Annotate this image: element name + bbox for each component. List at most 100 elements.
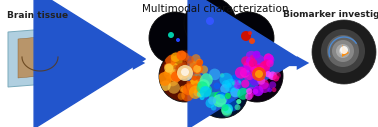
Circle shape xyxy=(160,80,171,91)
Circle shape xyxy=(192,76,197,81)
Circle shape xyxy=(200,84,212,97)
Circle shape xyxy=(221,105,231,115)
Circle shape xyxy=(223,104,233,114)
Circle shape xyxy=(165,55,176,66)
Circle shape xyxy=(250,55,255,60)
Circle shape xyxy=(200,86,211,98)
Circle shape xyxy=(164,63,170,69)
Circle shape xyxy=(263,59,270,66)
Circle shape xyxy=(248,31,252,35)
Circle shape xyxy=(183,90,187,94)
Circle shape xyxy=(232,81,236,85)
Circle shape xyxy=(186,56,194,64)
Circle shape xyxy=(185,71,189,76)
Circle shape xyxy=(336,44,350,58)
Circle shape xyxy=(268,72,277,80)
Circle shape xyxy=(166,63,174,72)
Circle shape xyxy=(181,87,186,92)
Circle shape xyxy=(187,80,201,93)
Circle shape xyxy=(168,82,180,94)
Circle shape xyxy=(181,70,186,76)
Circle shape xyxy=(159,50,211,102)
Circle shape xyxy=(215,92,227,103)
Circle shape xyxy=(246,51,256,61)
Circle shape xyxy=(167,62,179,75)
Circle shape xyxy=(211,105,217,111)
Circle shape xyxy=(244,73,252,80)
Circle shape xyxy=(262,63,269,70)
Circle shape xyxy=(243,60,254,71)
Circle shape xyxy=(206,17,214,25)
Circle shape xyxy=(171,55,183,67)
Circle shape xyxy=(171,71,181,82)
Circle shape xyxy=(258,66,264,72)
Circle shape xyxy=(164,69,170,75)
Circle shape xyxy=(209,92,220,103)
Circle shape xyxy=(192,63,203,74)
Circle shape xyxy=(240,68,250,78)
Circle shape xyxy=(177,65,193,81)
Circle shape xyxy=(230,87,240,97)
Circle shape xyxy=(253,89,259,94)
Text: Brain tissue: Brain tissue xyxy=(8,11,68,20)
Circle shape xyxy=(190,76,203,89)
Circle shape xyxy=(178,67,189,79)
Circle shape xyxy=(164,64,173,73)
Circle shape xyxy=(164,68,175,79)
Circle shape xyxy=(254,63,265,75)
Circle shape xyxy=(169,75,174,80)
Circle shape xyxy=(246,57,254,65)
Circle shape xyxy=(261,61,268,68)
Circle shape xyxy=(273,72,281,79)
Circle shape xyxy=(237,80,242,85)
Circle shape xyxy=(182,61,187,66)
Circle shape xyxy=(174,71,182,79)
Circle shape xyxy=(200,73,213,86)
Circle shape xyxy=(266,60,274,67)
Circle shape xyxy=(186,81,191,85)
Circle shape xyxy=(340,46,348,54)
Circle shape xyxy=(180,52,189,61)
Text: Multimodal characterization: Multimodal characterization xyxy=(142,4,288,14)
Circle shape xyxy=(181,89,194,101)
Text: Biomarker investigation: Biomarker investigation xyxy=(283,10,378,19)
Circle shape xyxy=(186,60,198,72)
Circle shape xyxy=(252,67,266,81)
FancyArrowPatch shape xyxy=(287,56,309,70)
Circle shape xyxy=(194,65,201,73)
Circle shape xyxy=(220,94,225,99)
Circle shape xyxy=(259,61,270,72)
Circle shape xyxy=(189,86,202,99)
Circle shape xyxy=(259,79,269,89)
Circle shape xyxy=(235,104,240,110)
Circle shape xyxy=(208,97,216,105)
Circle shape xyxy=(166,74,179,86)
Circle shape xyxy=(200,95,204,100)
Circle shape xyxy=(249,59,257,67)
Circle shape xyxy=(222,80,230,88)
Circle shape xyxy=(250,76,260,86)
Circle shape xyxy=(247,87,256,96)
Circle shape xyxy=(249,38,255,44)
Circle shape xyxy=(241,80,249,88)
Circle shape xyxy=(171,52,180,62)
Circle shape xyxy=(272,88,276,92)
Circle shape xyxy=(183,83,195,95)
Circle shape xyxy=(149,12,201,64)
Circle shape xyxy=(178,93,185,100)
Circle shape xyxy=(214,92,225,103)
Circle shape xyxy=(339,47,347,55)
Circle shape xyxy=(224,79,237,92)
Circle shape xyxy=(225,93,231,99)
Circle shape xyxy=(193,65,201,73)
Circle shape xyxy=(246,88,252,94)
Circle shape xyxy=(197,88,203,94)
Circle shape xyxy=(269,81,276,89)
Circle shape xyxy=(181,68,189,76)
Circle shape xyxy=(169,69,183,82)
Circle shape xyxy=(177,50,186,60)
Circle shape xyxy=(213,97,219,103)
Circle shape xyxy=(254,55,265,67)
Circle shape xyxy=(230,74,240,85)
Circle shape xyxy=(332,40,354,62)
